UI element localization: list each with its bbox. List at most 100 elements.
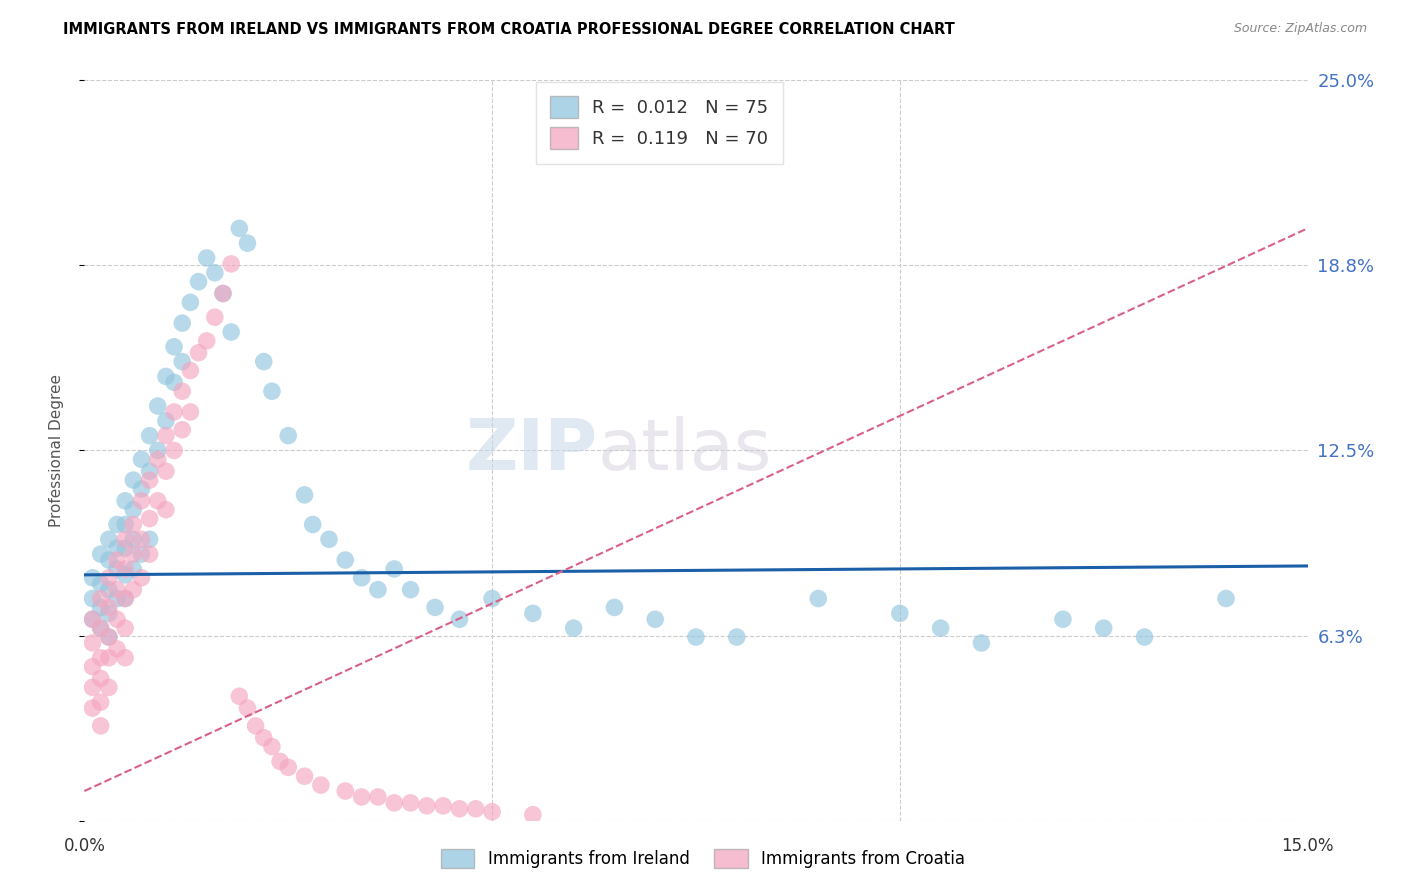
Point — [1133, 630, 1156, 644]
Point — [82, 681, 104, 695]
Point — [114, 567, 136, 582]
Point — [90, 650, 112, 665]
Point — [97, 553, 120, 567]
Point — [245, 719, 267, 733]
Point — [105, 553, 128, 567]
Point — [105, 582, 128, 597]
Point — [449, 802, 471, 816]
Point — [155, 464, 177, 478]
Point — [97, 600, 120, 615]
Point — [179, 363, 201, 377]
Point — [163, 405, 186, 419]
Point — [90, 591, 112, 606]
Point — [122, 473, 145, 487]
Point — [114, 562, 136, 576]
Point — [236, 701, 259, 715]
Point — [90, 621, 112, 635]
Point — [114, 591, 136, 606]
Legend: Immigrants from Ireland, Immigrants from Croatia: Immigrants from Ireland, Immigrants from… — [434, 842, 972, 875]
Point — [970, 636, 993, 650]
Point — [350, 571, 373, 585]
Point — [105, 591, 128, 606]
Point — [1092, 621, 1115, 635]
Point — [212, 286, 235, 301]
Point — [97, 630, 120, 644]
Point — [464, 802, 486, 816]
Point — [522, 607, 544, 621]
Point — [105, 541, 128, 556]
Point — [105, 641, 128, 656]
Point — [277, 428, 299, 442]
Point — [481, 805, 503, 819]
Point — [481, 591, 503, 606]
Point — [163, 340, 186, 354]
Point — [725, 630, 748, 644]
Point — [685, 630, 707, 644]
Point — [155, 369, 177, 384]
Point — [269, 755, 291, 769]
Point — [309, 778, 332, 792]
Point — [179, 405, 201, 419]
Point — [335, 553, 357, 567]
Point — [82, 612, 104, 626]
Point — [318, 533, 340, 547]
Point — [1215, 591, 1237, 606]
Point — [399, 582, 422, 597]
Point — [131, 452, 153, 467]
Text: Source: ZipAtlas.com: Source: ZipAtlas.com — [1233, 22, 1367, 36]
Point — [146, 493, 169, 508]
Point — [82, 636, 104, 650]
Point — [122, 502, 145, 516]
Point — [382, 562, 405, 576]
Point — [163, 443, 186, 458]
Point — [97, 681, 120, 695]
Point — [90, 576, 112, 591]
Point — [1052, 612, 1074, 626]
Point — [138, 533, 160, 547]
Point — [122, 517, 145, 532]
Point — [90, 547, 112, 561]
Point — [277, 760, 299, 774]
Point — [195, 334, 218, 348]
Point — [82, 659, 104, 673]
Point — [449, 612, 471, 626]
Legend: R =  0.012   N = 75, R =  0.119   N = 70: R = 0.012 N = 75, R = 0.119 N = 70 — [536, 82, 783, 164]
Point — [155, 414, 177, 428]
Point — [219, 325, 242, 339]
Point — [146, 399, 169, 413]
Point — [432, 798, 454, 813]
Point — [228, 221, 250, 235]
Point — [522, 807, 544, 822]
Point — [97, 650, 120, 665]
Point — [122, 582, 145, 597]
Point — [146, 452, 169, 467]
Y-axis label: Professional Degree: Professional Degree — [49, 374, 63, 527]
Point — [294, 488, 316, 502]
Point — [236, 236, 259, 251]
Text: IMMIGRANTS FROM IRELAND VS IMMIGRANTS FROM CROATIA PROFESSIONAL DEGREE CORRELATI: IMMIGRANTS FROM IRELAND VS IMMIGRANTS FR… — [63, 22, 955, 37]
Point — [399, 796, 422, 810]
Point — [350, 789, 373, 804]
Point — [423, 600, 446, 615]
Point — [131, 482, 153, 496]
Point — [195, 251, 218, 265]
Point — [131, 571, 153, 585]
Point — [114, 517, 136, 532]
Point — [97, 582, 120, 597]
Point — [335, 784, 357, 798]
Point — [97, 571, 120, 585]
Point — [138, 511, 160, 525]
Point — [294, 769, 316, 783]
Point — [131, 547, 153, 561]
Point — [122, 562, 145, 576]
Point — [172, 316, 194, 330]
Point — [82, 571, 104, 585]
Point — [131, 493, 153, 508]
Point — [807, 591, 830, 606]
Point — [212, 286, 235, 301]
Point — [172, 354, 194, 368]
Point — [367, 789, 389, 804]
Point — [82, 612, 104, 626]
Point — [114, 650, 136, 665]
Point — [90, 695, 112, 709]
